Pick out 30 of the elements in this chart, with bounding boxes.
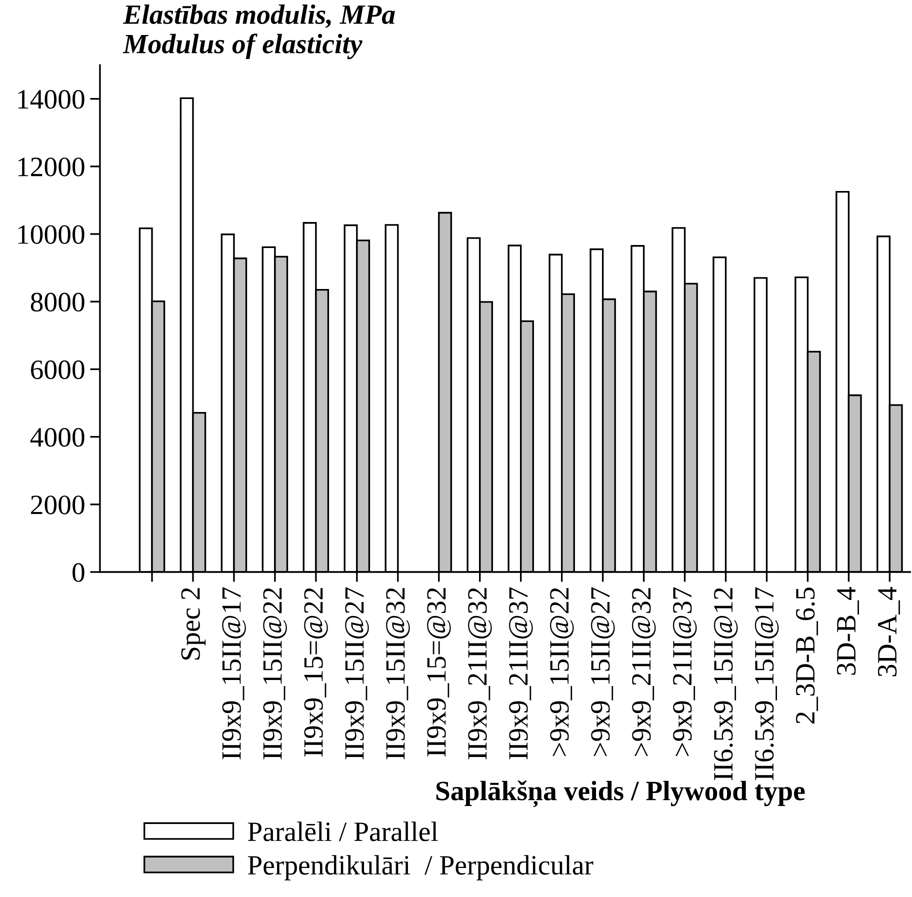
- y-tick-label: 12000: [18, 158, 84, 176]
- x-tick-label: II9x9_21II@32: [468, 588, 492, 760]
- y-tick-label: 6000: [31, 360, 84, 380]
- x-tick-label: II9x9_15II@17: [222, 587, 246, 760]
- x-tick-label: II9x9_15II@22: [263, 588, 287, 760]
- x-tick-label: II6.5x9_15II@12: [714, 588, 738, 780]
- y-tick-label: 2000: [31, 496, 84, 514]
- x-tick-label: II6.5x9_15II@17: [754, 587, 779, 780]
- x-tick-label: >9x9_15II@22: [550, 588, 574, 756]
- y-tick-label: 14000: [18, 90, 84, 109]
- legend-label: Paralēli / Parallel: [248, 822, 438, 842]
- x-tick-label: II9x9_15=@22: [304, 588, 328, 756]
- x-tick-label: II9x9_15=@32: [427, 588, 451, 756]
- y-tick-label: 8000: [30, 292, 84, 312]
- x-tick-label: >9x9_15II@27: [590, 587, 615, 756]
- x-tick-label: II9x9_15II@32: [386, 588, 410, 760]
- chart-title: Elastības modulis, MPa Modulus of elasticity: [122, 4, 395, 60]
- x-tick-label: II9x9_15II@27: [345, 587, 369, 760]
- x-axis-title: Saplākšņa veids / Plywood type: [436, 780, 805, 808]
- x-tick-label: Spec 2: [181, 588, 206, 660]
- y-tick-label: 10000: [18, 225, 84, 244]
- x-tick-label: >9x9_21II@32: [632, 588, 656, 756]
- x-tick-label: >9x9_21II@37: [672, 587, 697, 756]
- x-tick-label: 2_3D-B_6.5: [796, 588, 818, 724]
- x-tick-label: 3D-A_4: [878, 587, 900, 676]
- x-tick-label: 3D-B_4: [836, 587, 859, 675]
- x-tick-label: II9x9_21II@37: [509, 587, 533, 760]
- y-tick-label: 4000: [30, 428, 84, 447]
- y-tick-label: 0: [72, 563, 84, 582]
- legend-label: Perpendikulāri / Perpendicular: [248, 855, 594, 880]
